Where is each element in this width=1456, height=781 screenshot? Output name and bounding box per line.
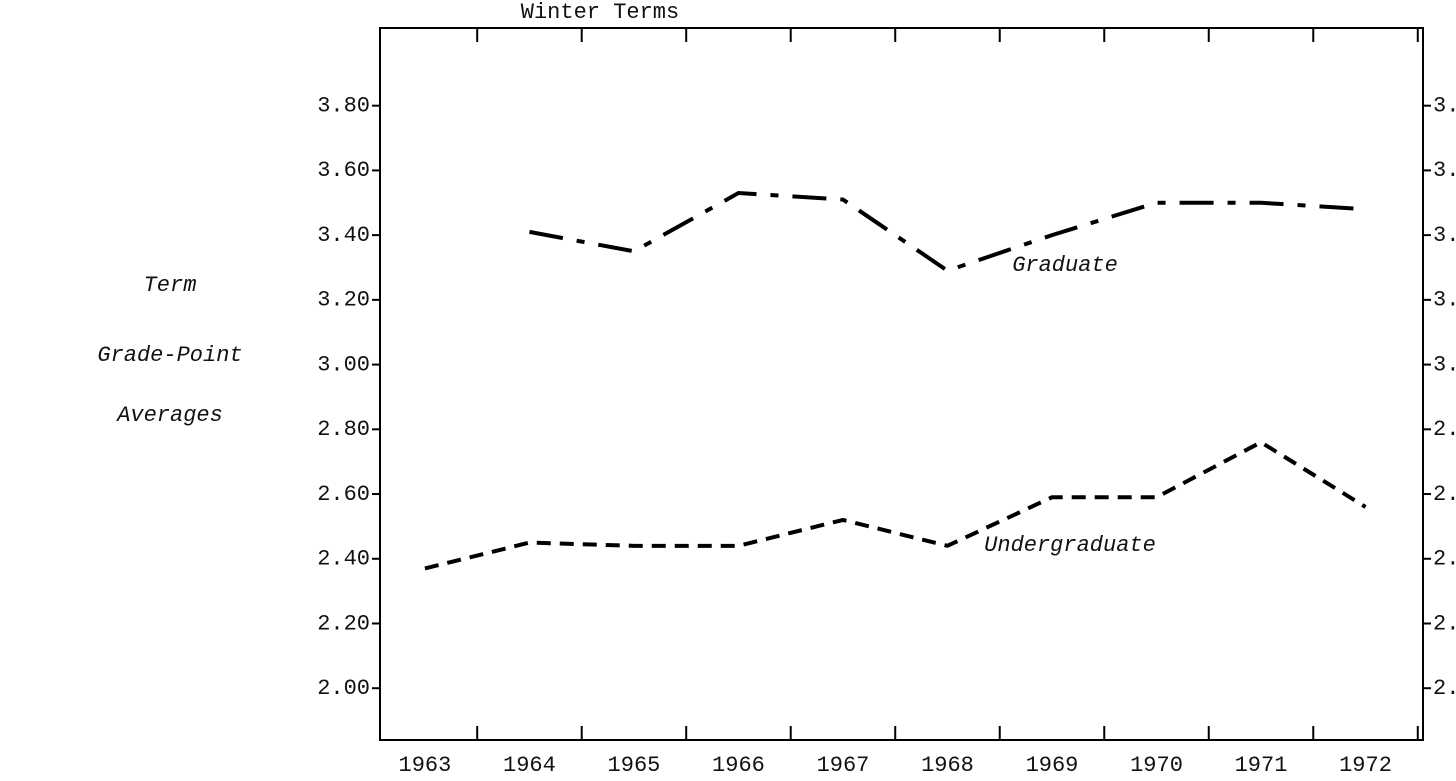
y2-tick-label: 3.20: [1433, 288, 1456, 313]
x-tick-label: 1972: [1339, 753, 1392, 778]
x-tick-label: 1966: [712, 753, 765, 778]
y-axis-label: Grade-Point: [97, 343, 242, 368]
series-line: [529, 191, 1366, 273]
y-tick-label: 3.60: [317, 158, 370, 183]
series-line: [424, 439, 1367, 571]
y2-tick-label: 3.60: [1433, 158, 1456, 183]
series-label: Graduate: [1012, 253, 1118, 278]
y-tick-label: 3.20: [317, 288, 370, 313]
series-label: Undergraduate: [984, 533, 1156, 558]
y2-tick-label: 3.40: [1433, 223, 1456, 248]
y-tick-label: 3.40: [317, 223, 370, 248]
y-axis-label: Averages: [115, 403, 223, 428]
y2-tick-label: 3.80: [1433, 93, 1456, 118]
y-tick-label: 3.00: [317, 352, 370, 377]
plot-frame: [379, 27, 1424, 741]
y2-tick-label: 2.60: [1433, 482, 1456, 507]
y-tick-label: 3.80: [317, 93, 370, 118]
x-tick-label: 1969: [1026, 753, 1079, 778]
y2-tick-label: 3.00: [1433, 352, 1456, 377]
x-tick-label: 1971: [1235, 753, 1288, 778]
y-tick-label: 2.40: [317, 547, 370, 572]
x-tick-label: 1970: [1130, 753, 1183, 778]
x-tick-label: 1965: [608, 753, 661, 778]
y2-tick-label: 2.00: [1433, 676, 1456, 701]
y-axis-label: Term: [144, 273, 197, 298]
x-tick-label: 1967: [817, 753, 870, 778]
y2-tick-label: 2.40: [1433, 547, 1456, 572]
y-tick-label: 2.00: [317, 676, 370, 701]
y2-tick-label: 2.20: [1433, 611, 1456, 636]
y-tick-label: 2.60: [317, 482, 370, 507]
chart-title: Winter Terms: [521, 0, 679, 25]
y-tick-label: 2.20: [317, 611, 370, 636]
x-tick-label: 1964: [503, 753, 556, 778]
y2-tick-label: 2.80: [1433, 417, 1456, 442]
x-tick-label: 1968: [921, 753, 974, 778]
y-tick-label: 2.80: [317, 417, 370, 442]
x-tick-label: 1963: [399, 753, 452, 778]
